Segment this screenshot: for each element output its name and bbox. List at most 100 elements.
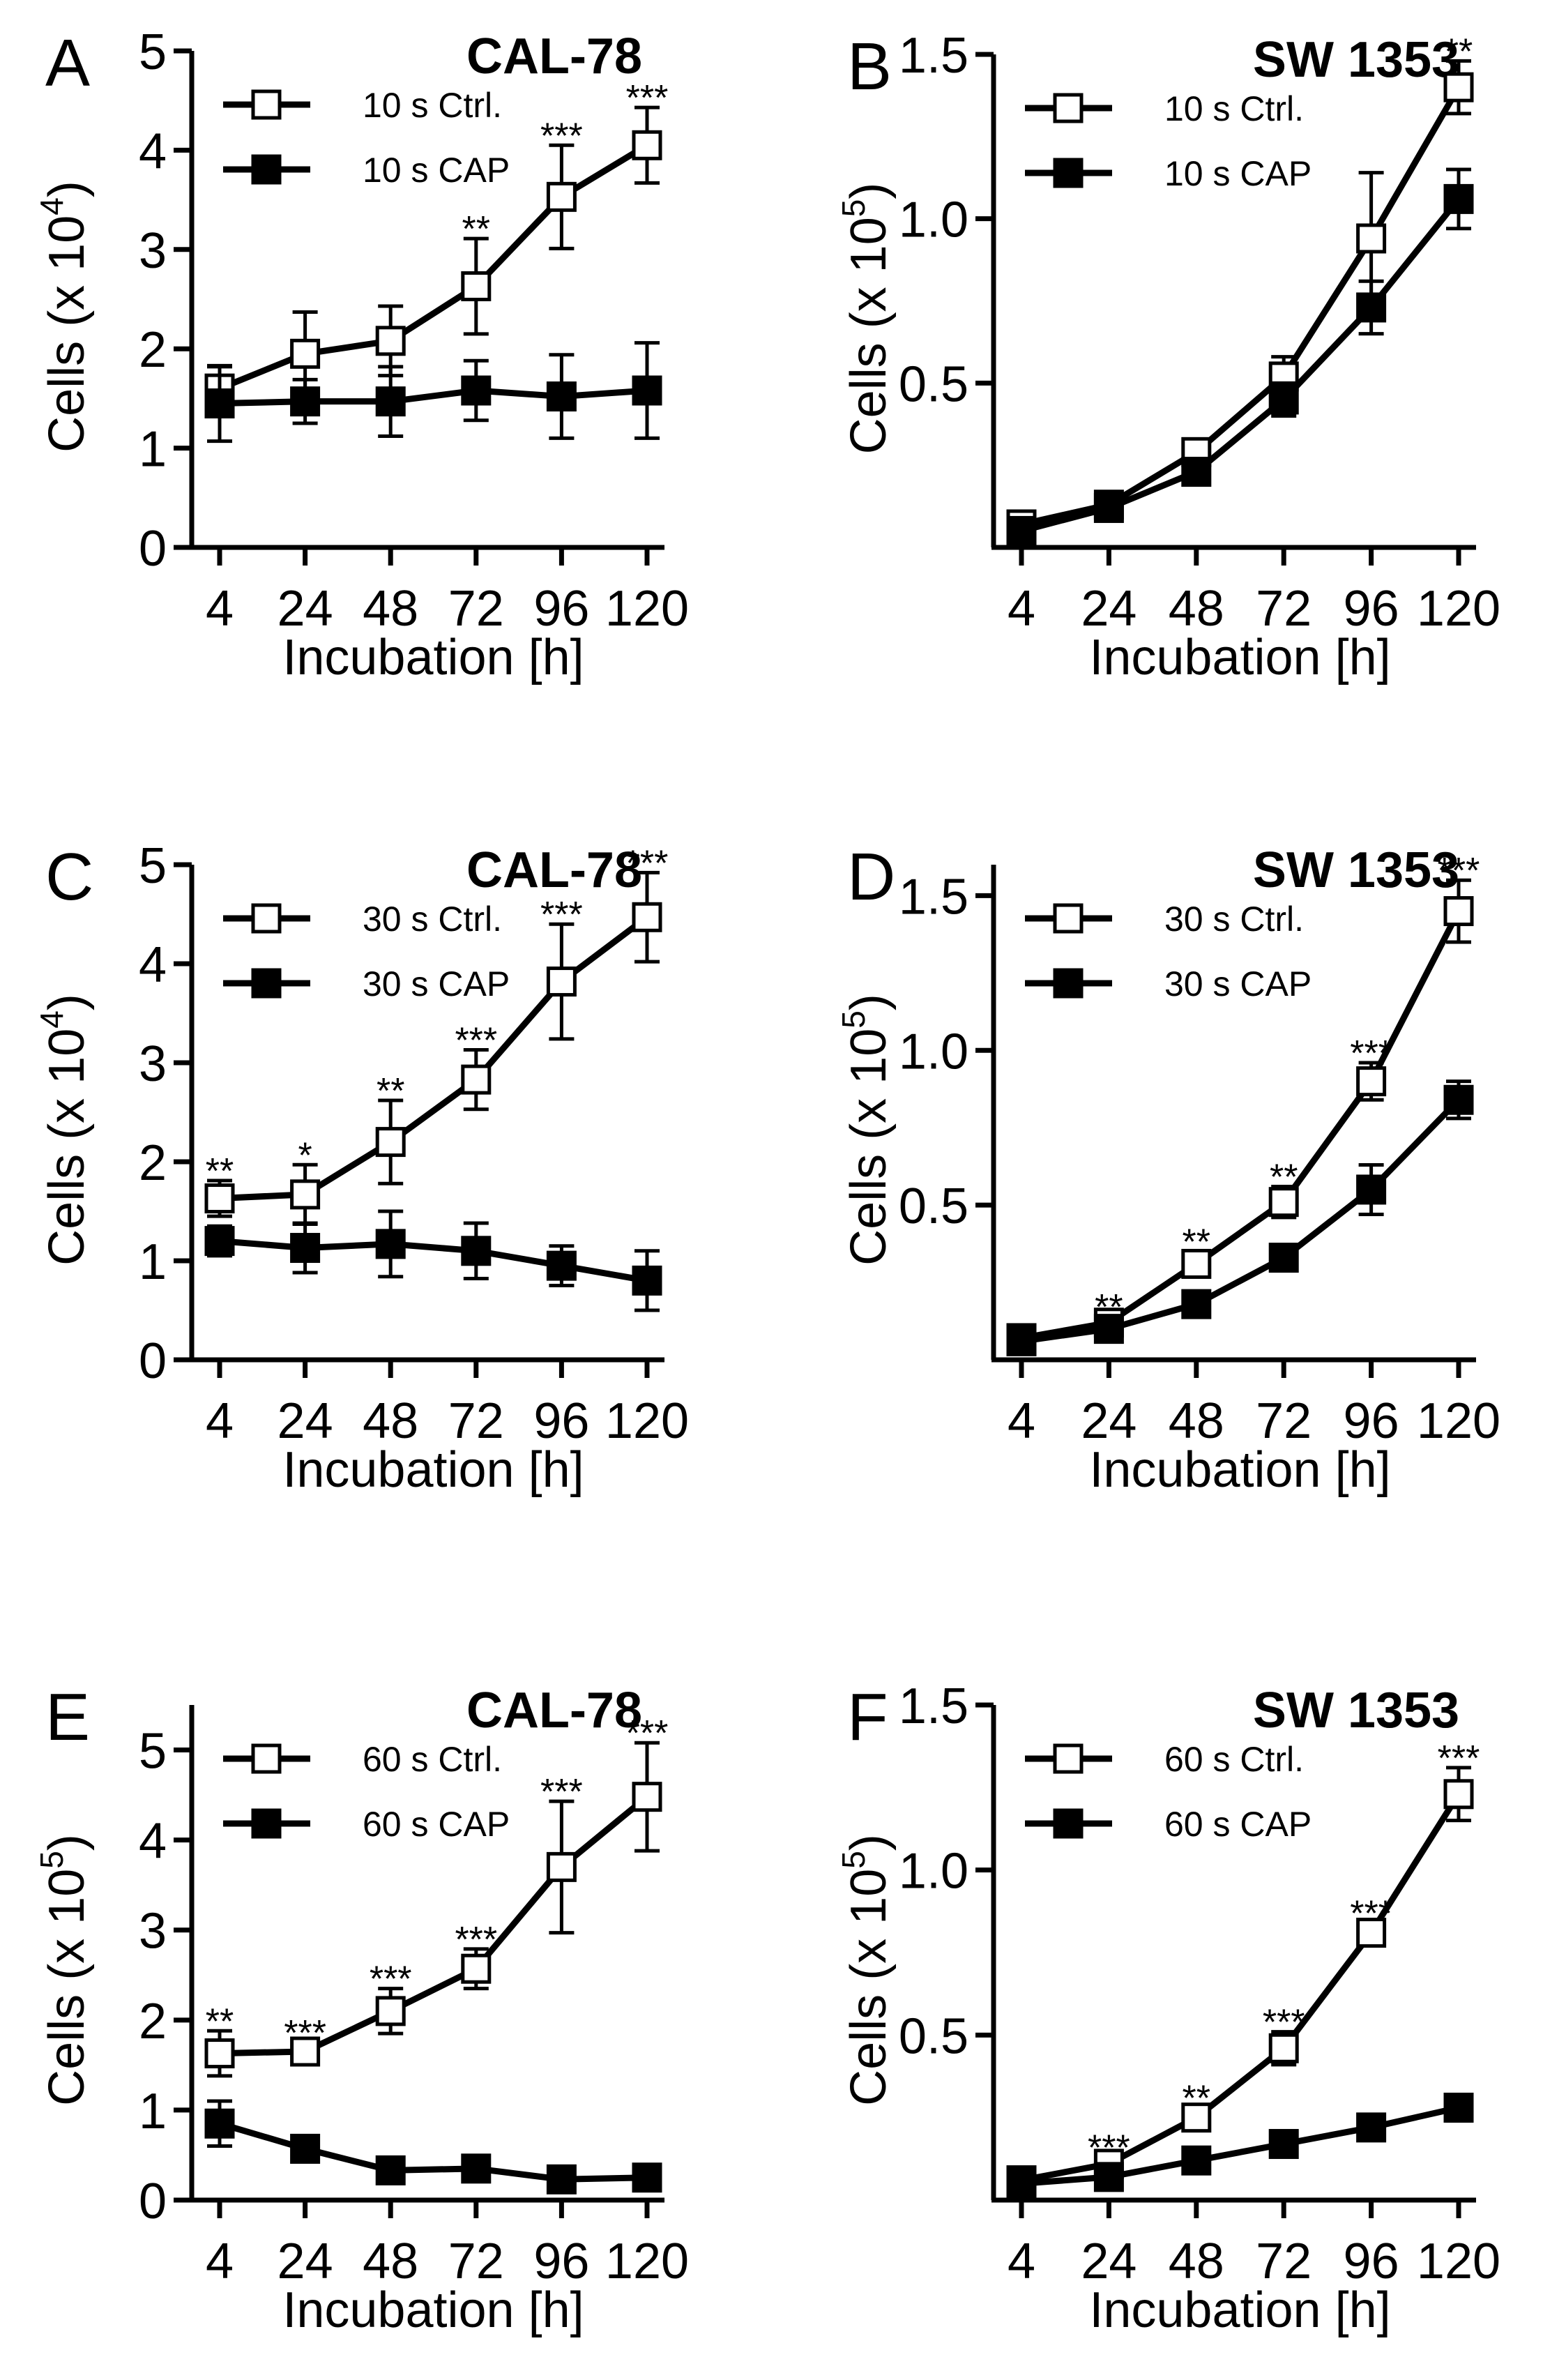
data-point-marker (546, 2164, 577, 2195)
data-point-marker (204, 2038, 235, 2069)
data-point-marker (204, 2108, 235, 2139)
series-ctrl (1006, 59, 1474, 540)
y-tick-label: 3 (139, 1904, 167, 1960)
significance-label: *** (1350, 1033, 1392, 1074)
series-line (1021, 85, 1461, 528)
x-tick-label: 120 (1417, 581, 1500, 637)
y-axis-title: Cells (x 104) (33, 994, 95, 1266)
x-tick-label: 24 (1081, 1393, 1137, 1449)
significance-label: ** (206, 2001, 234, 2042)
legend-entry: 60 s Ctrl. (1025, 1740, 1304, 1779)
legend-entry: 10 s CAP (223, 151, 510, 190)
panel-letter: E (45, 1680, 90, 1754)
series-line (218, 2120, 648, 2183)
panel-e: 0 1 2 3 4 5 4 24 48 72 96 120 Incubation [h] Cells (x… (33, 1680, 689, 2338)
panel-b: 0.5 1.0 1.5 4 24 48 72 96 120 Incubation [h] Cells… (835, 28, 1500, 685)
significance-label: *** (540, 116, 583, 156)
significance-label: ** (1183, 1222, 1210, 1263)
data-point-marker (1181, 457, 1212, 487)
y-tick-label: 5 (139, 838, 167, 894)
data-point-marker (1006, 1326, 1037, 1356)
y-tick-label: 1 (139, 1234, 167, 1290)
data-point-marker (375, 1996, 406, 2026)
x-tick-label: 120 (1417, 2234, 1500, 2289)
significance-label: ** (206, 1151, 234, 1192)
legend-marker (1053, 968, 1084, 999)
significance-label: *** (626, 843, 669, 884)
panel-letter: A (45, 26, 90, 100)
data-point-marker (1181, 1248, 1212, 1279)
y-axis-title-close: ) (39, 1834, 95, 1851)
data-point-marker (1356, 292, 1387, 323)
y-tick-label: 1.0 (899, 192, 968, 248)
x-tick-label: 72 (1256, 2234, 1312, 2289)
panel-letter: B (847, 29, 892, 104)
series-cap (204, 341, 662, 444)
significance-label: *** (284, 2013, 326, 2054)
legend-entry: 30 s CAP (223, 964, 510, 1003)
y-axis-title-exponent: 5 (835, 1851, 872, 1869)
data-point-marker (632, 375, 662, 406)
data-point-marker (1356, 1066, 1387, 1097)
data-point-marker (375, 1127, 406, 1158)
y-axis-title: Cells (x 105) (33, 1834, 95, 2106)
y-tick-label: 5 (139, 1724, 167, 1780)
x-tick-label: 48 (1169, 2234, 1224, 2289)
data-point-marker (632, 1782, 662, 1812)
y-tick-label: 0 (139, 2174, 167, 2229)
significance-label: *** (1263, 2003, 1305, 2043)
panel-title: CAL-78 (466, 1683, 642, 1738)
data-point-marker (461, 2153, 492, 2184)
significance-label: *** (626, 1713, 669, 1754)
x-tick-label: 4 (1008, 581, 1035, 637)
x-tick-label: 24 (278, 581, 333, 637)
data-point-marker (375, 326, 406, 356)
y-tick-label: 2 (139, 1135, 167, 1191)
data-point-marker (546, 1851, 577, 1882)
panel-c: 0 1 2 3 4 5 4 24 48 72 96 120 Incubation [h] Cells (x… (33, 838, 689, 1498)
data-point-marker (1356, 1918, 1387, 1948)
significance-label: *** (455, 1920, 497, 1960)
significance-label: ** (1095, 1287, 1123, 1328)
legend-entry: 10 s Ctrl. (1025, 89, 1304, 128)
data-point-marker (632, 1265, 662, 1296)
y-tick-label: 1.5 (899, 869, 968, 925)
y-axis-title-text: Cells (x 10 (39, 215, 95, 453)
x-tick-label: 4 (206, 581, 234, 637)
significance-label: *** (1350, 1893, 1392, 1934)
y-tick-label: 1 (139, 422, 167, 478)
y-axis-title-text: Cells (x 10 (841, 1029, 897, 1266)
data-point-marker (1443, 896, 1474, 927)
series-cap (1006, 167, 1474, 546)
data-point-marker (1093, 1314, 1124, 1344)
x-axis-title: Incubation [h] (1089, 1442, 1390, 1498)
panel-a: 0 1 2 3 4 5 4 24 48 72 96 120 Incubation [h] Cells (x… (33, 24, 689, 685)
legend-marker (1053, 158, 1084, 188)
series-cap (204, 1209, 662, 1312)
x-tick-label: 96 (533, 581, 589, 637)
data-point-marker (290, 1233, 321, 1264)
data-point-marker (546, 181, 577, 212)
x-tick-label: 48 (363, 581, 418, 637)
y-tick-label: 0.5 (899, 356, 968, 412)
y-axis-title: Cells (x 105) (835, 1834, 897, 2106)
y-tick-label: 4 (139, 937, 167, 993)
x-tick-label: 24 (1081, 2234, 1137, 2289)
y-tick-label: 3 (139, 223, 167, 279)
y-tick-label: 1.5 (899, 1678, 968, 1734)
legend-label: 60 s Ctrl. (363, 1740, 502, 1779)
panel-letter: C (45, 840, 93, 914)
data-point-marker (1268, 2129, 1299, 2160)
data-point-marker (461, 271, 492, 301)
significance-label: *** (540, 895, 583, 935)
data-point-marker (1356, 2112, 1387, 2143)
legend-label: 30 s Ctrl. (1164, 900, 1304, 939)
y-tick-label: 5 (139, 24, 167, 80)
significance-label: ** (1270, 1158, 1298, 1198)
data-point-marker (1181, 2102, 1212, 2133)
x-tick-label: 72 (1256, 1393, 1312, 1449)
x-axis-title: Incubation [h] (282, 630, 584, 685)
panel-title: SW 1353 (1253, 32, 1459, 88)
legend-label: 60 s Ctrl. (1164, 1740, 1304, 1779)
